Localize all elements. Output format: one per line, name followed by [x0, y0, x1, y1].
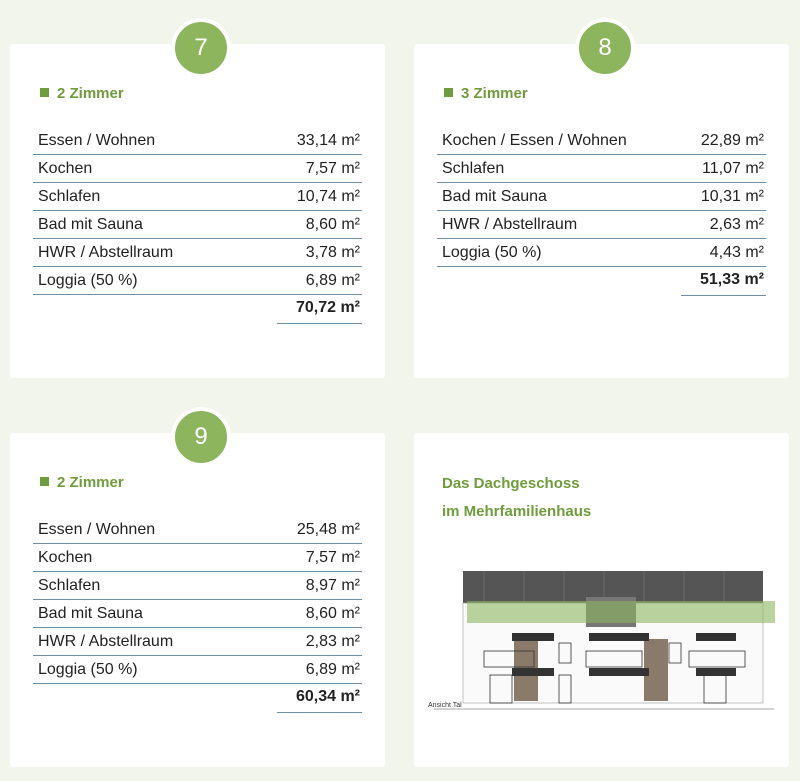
room-name: Essen / Wohnen [38, 132, 156, 149]
room-area: 22,89 m² [700, 132, 764, 149]
room-name: Kochen [38, 160, 93, 177]
room-area: 7,57 m² [305, 549, 360, 566]
room-name: Bad mit Sauna [38, 216, 143, 233]
total-value: 60,34 m² [295, 688, 360, 705]
room-name: Loggia (50 %) [38, 661, 138, 678]
room-count: 3 Zimmer [461, 85, 528, 102]
apartment-number: 7 [171, 18, 231, 78]
room-name: Schlafen [38, 188, 101, 205]
apartment-number: 9 [171, 407, 231, 467]
room-area: 8,97 m² [305, 577, 360, 594]
room-area: 10,31 m² [700, 188, 764, 205]
room-area: 3,78 m² [305, 244, 360, 261]
apartment-number: 8 [575, 18, 635, 78]
room-area: 4,43 m² [709, 244, 764, 261]
room-name: Schlafen [442, 160, 505, 177]
building-drawing: Ansicht Tal [428, 571, 775, 710]
total-value: 70,72 m² [295, 299, 360, 316]
area-row: HWR / Abstellraum 3,78 m² [33, 239, 362, 267]
room-name: Essen / Wohnen [38, 521, 156, 538]
room-heading: 2 Zimmer [40, 85, 124, 102]
room-name: Schlafen [38, 577, 101, 594]
area-row: Kochen 7,57 m² [33, 155, 362, 183]
room-area: 25,48 m² [296, 521, 360, 538]
bullet-square [40, 477, 49, 486]
total-value: 51,33 m² [699, 271, 764, 288]
room-name: HWR / Abstellraum [38, 244, 174, 261]
apartment-card: 8 3 Zimmer Kochen / Essen / Wohnen 22,89 m²… [414, 18, 789, 378]
area-row: Essen / Wohnen 25,48 m² [33, 516, 362, 544]
feature-title: im Mehrfamilienhaus [442, 503, 592, 520]
area-row: Bad mit Sauna 8,60 m² [33, 211, 362, 239]
room-name: Kochen [38, 549, 93, 566]
total-area: 51,33 m² [681, 267, 766, 296]
area-row: Bad mit Sauna 8,60 m² [33, 600, 362, 628]
area-row: Schlafen 8,97 m² [33, 572, 362, 600]
room-area: 6,89 m² [305, 661, 360, 678]
room-area: 8,60 m² [305, 605, 360, 622]
area-row: Schlafen 11,07 m² [437, 155, 766, 183]
room-area: 10,74 m² [296, 188, 360, 205]
room-area: 11,07 m² [702, 160, 764, 177]
area-row: Essen / Wohnen 33,14 m² [33, 127, 362, 155]
room-heading: 2 Zimmer [40, 474, 124, 491]
room-name: Loggia (50 %) [442, 244, 542, 261]
feature-card: Das Dachgeschoss im Mehrfamilienhaus Ans… [414, 433, 789, 767]
room-name: HWR / Abstellraum [38, 633, 174, 650]
area-row: Kochen 7,57 m² [33, 544, 362, 572]
area-row: Loggia (50 %) 6,89 m² [33, 656, 362, 684]
room-name: Bad mit Sauna [442, 188, 547, 205]
room-area: 8,60 m² [305, 216, 360, 233]
room-name: Bad mit Sauna [38, 605, 143, 622]
room-count: 2 Zimmer [57, 85, 124, 102]
feature-title: Das Dachgeschoss [442, 475, 580, 492]
bullet-square [40, 88, 49, 97]
area-row: Loggia (50 %) 6,89 m² [33, 267, 362, 295]
area-row: Loggia (50 %) 4,43 m² [437, 239, 766, 267]
total-area: 60,34 m² [277, 684, 362, 713]
apartment-card: 9 2 Zimmer Essen / Wohnen 25,48 m² Kochen 7,5… [10, 407, 385, 767]
area-row: Bad mit Sauna 10,31 m² [437, 183, 766, 211]
room-area: 2,83 m² [305, 633, 360, 650]
area-row: Kochen / Essen / Wohnen 22,89 m² [437, 127, 766, 155]
room-area: 33,14 m² [296, 132, 360, 149]
room-name: Loggia (50 %) [38, 272, 138, 289]
total-area: 70,72 m² [277, 295, 362, 324]
area-row: HWR / Abstellraum 2,63 m² [437, 211, 766, 239]
room-heading: 3 Zimmer [444, 85, 528, 102]
room-name: HWR / Abstellraum [442, 216, 578, 233]
room-name: Kochen / Essen / Wohnen [442, 132, 627, 149]
room-count: 2 Zimmer [57, 474, 124, 491]
apartment-card: 7 2 Zimmer Essen / Wohnen 33,14 m² Kochen 7,5… [10, 18, 385, 378]
bullet-square [444, 88, 453, 97]
room-area: 7,57 m² [305, 160, 360, 177]
area-row: Schlafen 10,74 m² [33, 183, 362, 211]
room-area: 2,63 m² [709, 216, 764, 233]
drawing-caption: Ansicht Tal [428, 702, 462, 709]
area-row: HWR / Abstellraum 2,83 m² [33, 628, 362, 656]
room-area: 6,89 m² [305, 272, 360, 289]
